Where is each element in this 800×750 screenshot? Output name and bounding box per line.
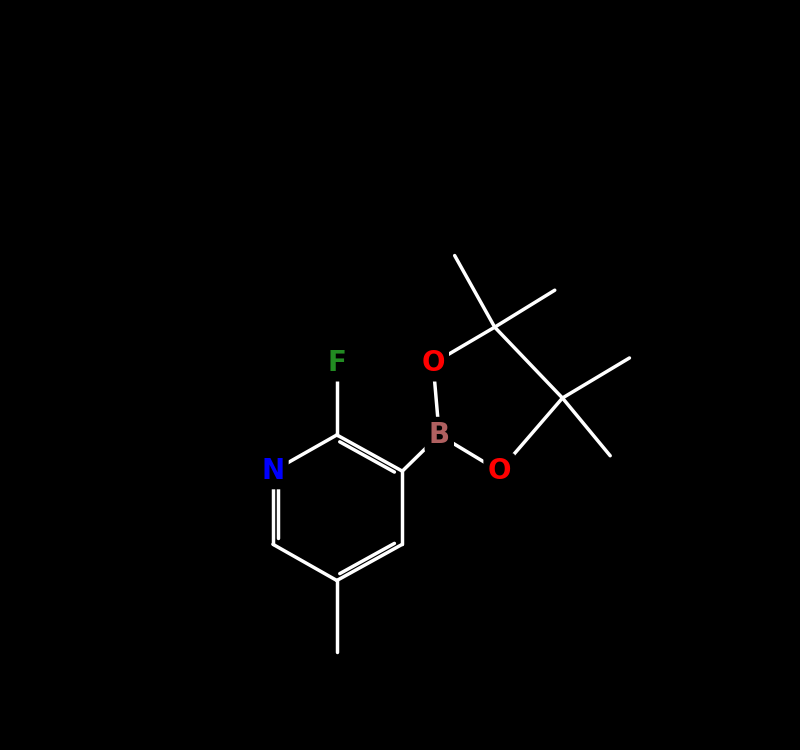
Text: O: O <box>487 458 511 485</box>
Text: O: O <box>422 350 445 377</box>
Text: N: N <box>262 458 285 485</box>
Text: F: F <box>327 350 346 377</box>
Text: B: B <box>429 421 450 449</box>
